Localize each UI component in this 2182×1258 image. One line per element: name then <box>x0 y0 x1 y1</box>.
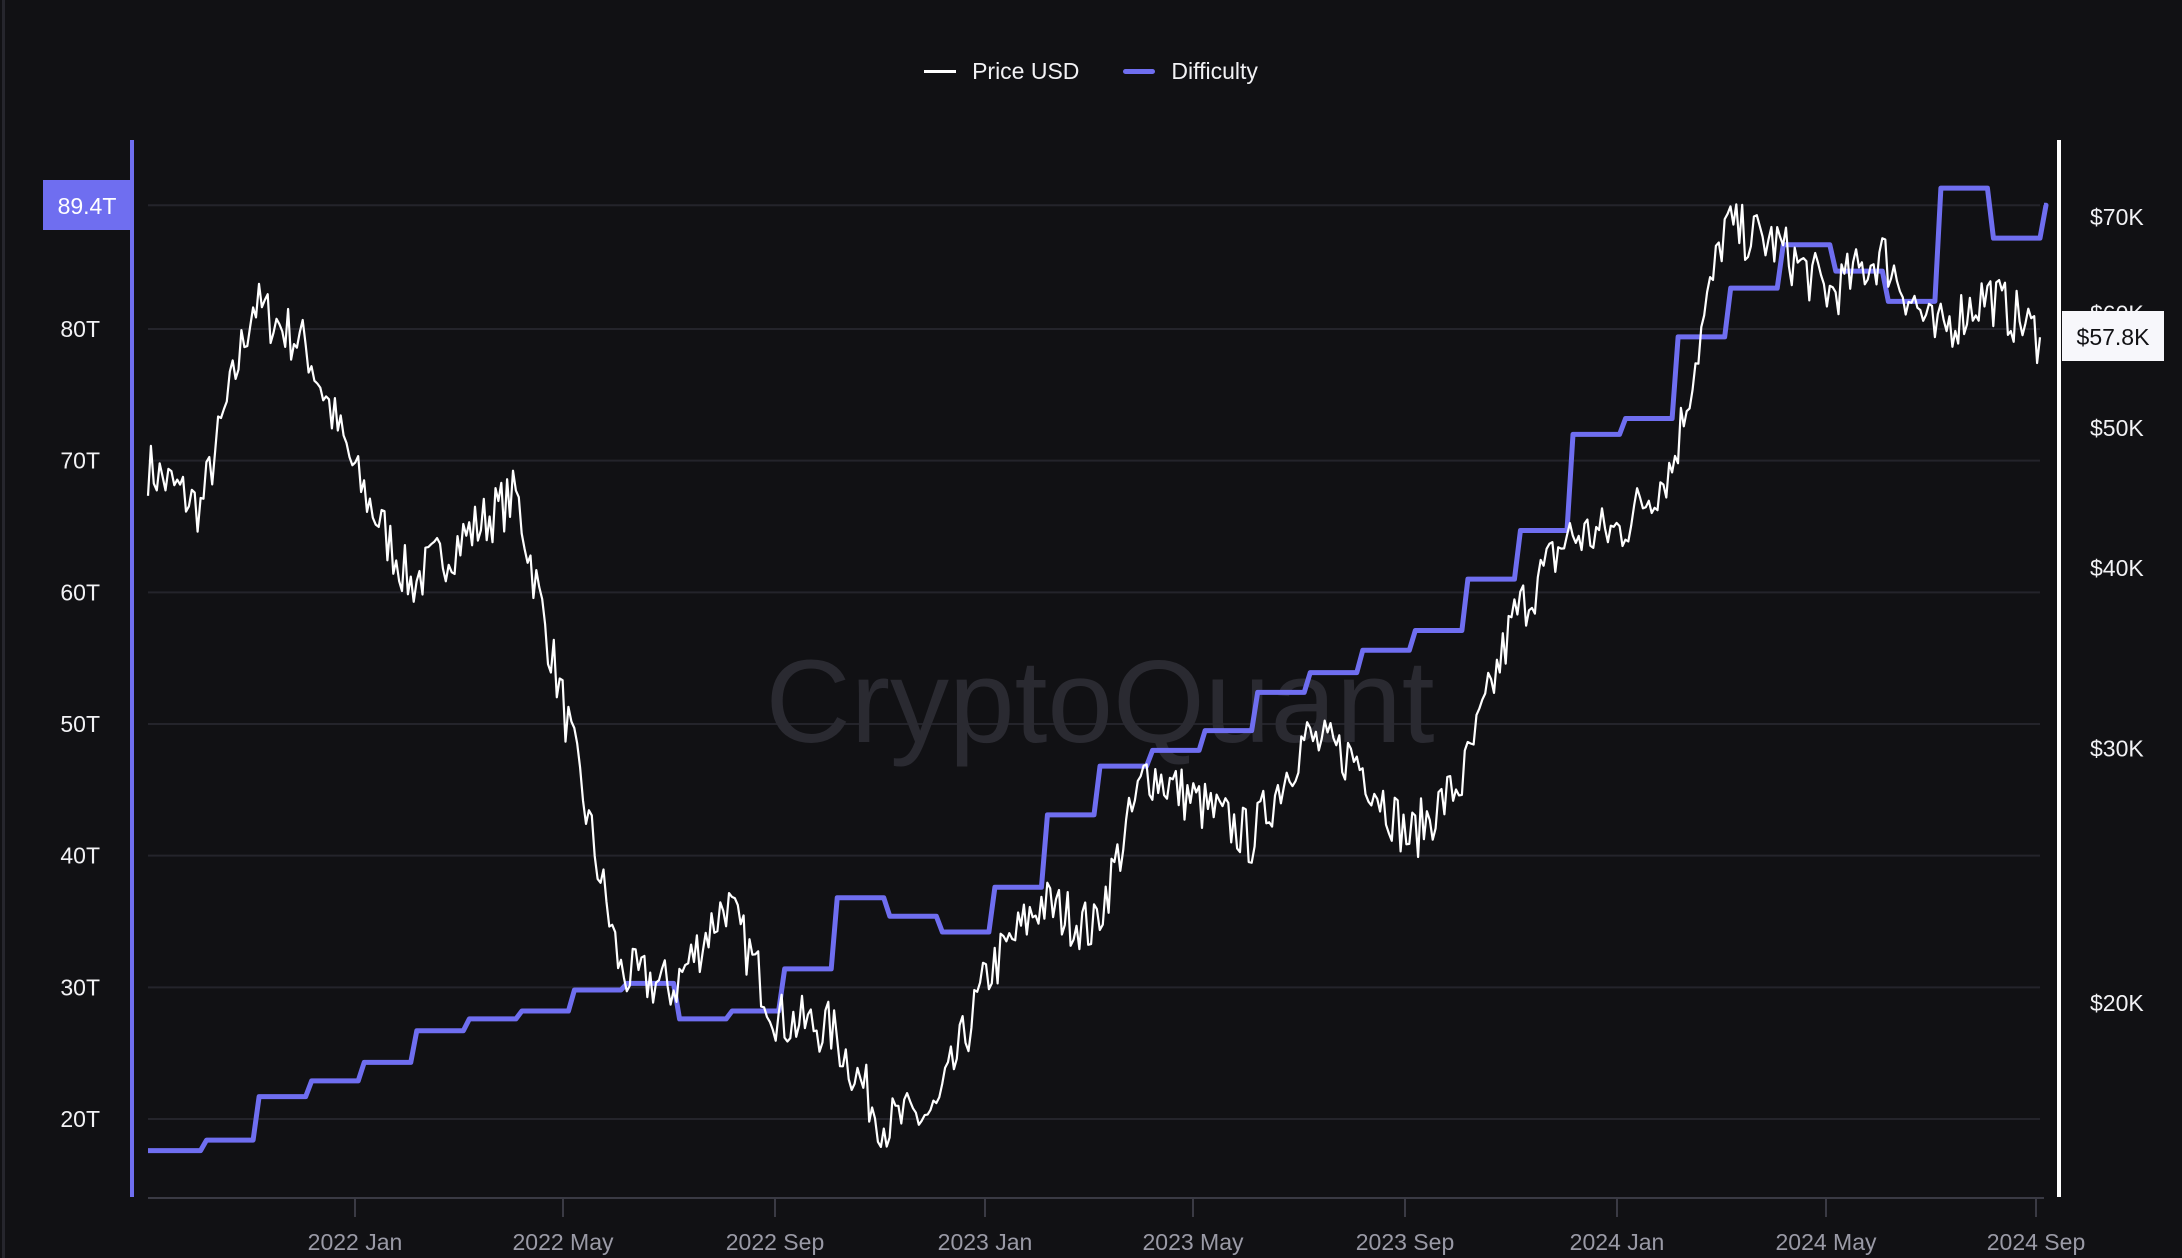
x-axis-tick-label: 2023 Jan <box>938 1229 1033 1255</box>
right-axis-tick-label: $70K <box>2090 204 2144 230</box>
legend-item-difficulty[interactable]: Difficulty <box>1123 58 1258 85</box>
x-axis-ticks: 2022 Jan 2022 May 2022 Sep 2023 Jan 2023 May… <box>308 1199 2085 1255</box>
price-line-swatch-icon <box>924 70 957 73</box>
difficulty-current-value: 89.4T <box>58 193 117 219</box>
right-axis-line <box>2057 140 2061 1197</box>
difficulty-line-swatch-icon <box>1123 69 1156 74</box>
x-axis-tick-label: 2023 Sep <box>1356 1229 1454 1255</box>
x-axis-tick-label: 2024 May <box>1775 1229 1877 1255</box>
left-axis-line <box>130 140 134 1197</box>
left-axis-tick-label: 40T <box>60 843 100 869</box>
difficulty-current-badge: 89.4T <box>43 180 130 230</box>
x-axis-tick-label: 2022 Jan <box>308 1229 403 1255</box>
legend-label-price: Price USD <box>972 58 1080 84</box>
panel-left-border <box>2 0 5 1258</box>
legend-item-price[interactable]: Price USD <box>924 58 1079 85</box>
chart-legend: Price USD Difficulty <box>0 58 2182 85</box>
right-axis-tick-label: $40K <box>2090 555 2144 581</box>
left-axis-tick-label: 70T <box>60 448 100 474</box>
price-series-line <box>146 203 2042 1148</box>
right-axis-tick-label: $50K <box>2090 415 2144 441</box>
left-axis-tick-label: 80T <box>60 316 100 342</box>
left-axis-ticks: 20T 30T 40T 50T 60T 70T 80T <box>60 316 100 1132</box>
left-axis-tick-label: 50T <box>60 711 100 737</box>
legend-label-difficulty: Difficulty <box>1171 58 1258 84</box>
x-axis-tick-label: 2022 Sep <box>726 1229 824 1255</box>
x-axis-tick-label: 2023 May <box>1142 1229 1244 1255</box>
x-axis-tick-label: 2024 Sep <box>1987 1229 2085 1255</box>
left-axis-tick-label: 60T <box>60 579 100 605</box>
watermark-logo: CryptoQuant <box>766 636 1435 768</box>
left-axis-tick-label: 30T <box>60 974 100 1000</box>
price-current-value: $57.8K <box>2077 324 2151 350</box>
x-axis-tick-label: 2024 Jan <box>1570 1229 1665 1255</box>
right-axis-tick-label: $30K <box>2090 736 2144 762</box>
left-axis-tick-label: 20T <box>60 1106 100 1132</box>
difficulty-series-line <box>148 185 2049 1154</box>
right-axis-tick-label: $20K <box>2090 990 2144 1016</box>
price-current-badge: $57.8K <box>2062 311 2164 361</box>
x-axis-tick-label: 2022 May <box>512 1229 614 1255</box>
